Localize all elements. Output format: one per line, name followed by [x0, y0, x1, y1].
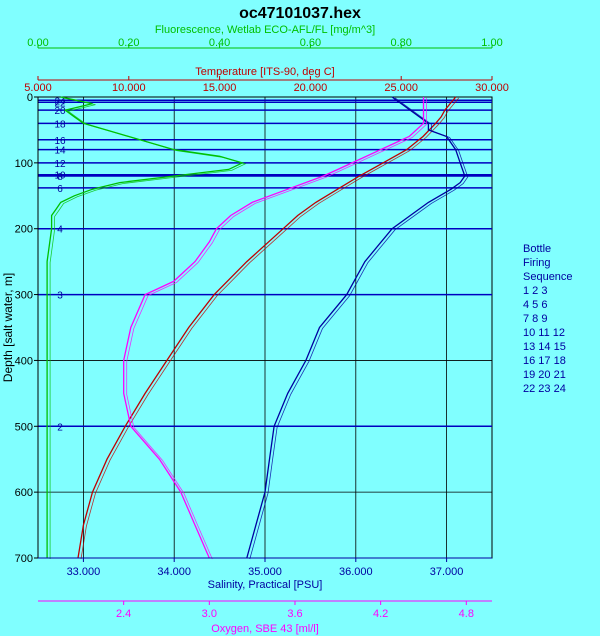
legend-row: 7 8 9 [523, 313, 547, 325]
depth-tick-label: 100 [15, 158, 33, 170]
salinity-axis-label: Salinity, Practical [PSU] [208, 579, 323, 591]
temperature-tick-label: 20.000 [294, 82, 328, 94]
temperature-tick-label: 25.000 [384, 82, 418, 94]
depth-tick-label: 0 [27, 92, 33, 104]
legend-row: 10 11 12 [523, 327, 565, 339]
legend-row: 22 23 24 [523, 383, 566, 395]
temperature-tick-label: 5.000 [24, 82, 52, 94]
fluorescence-tick-label: 1.00 [481, 37, 502, 49]
fluorescence-line-cast2 [49, 97, 247, 559]
salinity-tick-label: 36.000 [339, 566, 373, 578]
oxygen-line-cast2 [126, 98, 427, 560]
fluorescence-tick-label: 0.40 [209, 37, 230, 49]
series-layer [46, 96, 469, 560]
oxygen-tick-label: 3.0 [202, 608, 217, 620]
fluorescence-axis-label: Fluorescence, Wetlab ECO-AFL/FL [mg/m^3] [155, 24, 375, 36]
bottle-label: 18 [54, 119, 66, 130]
bottle-label: 2 [57, 422, 63, 433]
oxygen-axis-label: Oxygen, SBE 43 [ml/l] [211, 623, 319, 635]
depth-tick-label: 500 [15, 421, 33, 433]
legend-title: Firing [523, 257, 551, 269]
oxygen-line [123, 97, 425, 559]
salinity-tick-label: 34.000 [157, 566, 191, 578]
fluorescence-tick-label: 0.80 [390, 37, 411, 49]
depth-tick-label: 700 [15, 553, 33, 565]
depth-tick-label: 600 [15, 487, 33, 499]
bottle-label: 20 [54, 106, 66, 117]
temperature-axis-label: Temperature [ITS-90, deg C] [195, 66, 334, 78]
temperature-tick-label: 15.000 [203, 82, 237, 94]
bottle-label: 6 [57, 184, 63, 195]
bottle-label: 16 [54, 136, 66, 147]
oxygen-tick-label: 4.2 [373, 608, 388, 620]
depth-tick-label: 400 [15, 355, 33, 367]
fluorescence-tick-label: 0.60 [300, 37, 321, 49]
salinity-tick-label: 37.000 [430, 566, 464, 578]
axes-layer: 0 100 200 300 400 500 600 700 Depth [salt water,… [1, 24, 509, 635]
fluorescence-tick-label: 0.00 [27, 37, 48, 49]
salinity-tick-label: 35.000 [248, 566, 282, 578]
legend: Bottle Firing Sequence 1 2 3 4 5 6 7 8 9 10 11… [523, 243, 573, 395]
depth-axis-label: Depth [salt water, m] [1, 273, 15, 382]
legend-title: Bottle [523, 243, 551, 255]
salinity-tick-label: 33.000 [67, 566, 101, 578]
legend-row: 1 2 3 [523, 285, 547, 297]
salinity-line-cast2 [249, 97, 469, 560]
chart-title: oc47101037.hex [239, 5, 361, 22]
bottle-label: 4 [57, 225, 63, 236]
bottle-label: 22 [54, 98, 66, 109]
fluorescence-tick-label: 0.20 [118, 37, 139, 49]
legend-row: 16 17 18 [523, 355, 566, 367]
temperature-line-cast2 [80, 97, 460, 560]
bottle-label: 8 [57, 172, 63, 183]
depth-tick-label: 200 [15, 224, 33, 236]
temperature-tick-label: 30.000 [475, 82, 509, 94]
temperature-line [77, 96, 457, 559]
depth-tick-label: 300 [15, 290, 33, 302]
legend-row: 13 14 15 [523, 341, 566, 353]
bottle-label: 3 [57, 291, 63, 302]
oxygen-tick-label: 4.8 [459, 608, 474, 620]
salinity-line [246, 96, 466, 559]
bottle-label: 12 [54, 159, 66, 170]
legend-row: 19 20 21 [523, 369, 566, 381]
legend-row: 4 5 6 [523, 299, 547, 311]
temperature-tick-label: 10.000 [112, 82, 146, 94]
oxygen-tick-label: 2.4 [116, 608, 131, 620]
oxygen-tick-label: 3.6 [287, 608, 302, 620]
bottle-label: 14 [54, 146, 66, 157]
legend-title: Sequence [523, 271, 573, 283]
